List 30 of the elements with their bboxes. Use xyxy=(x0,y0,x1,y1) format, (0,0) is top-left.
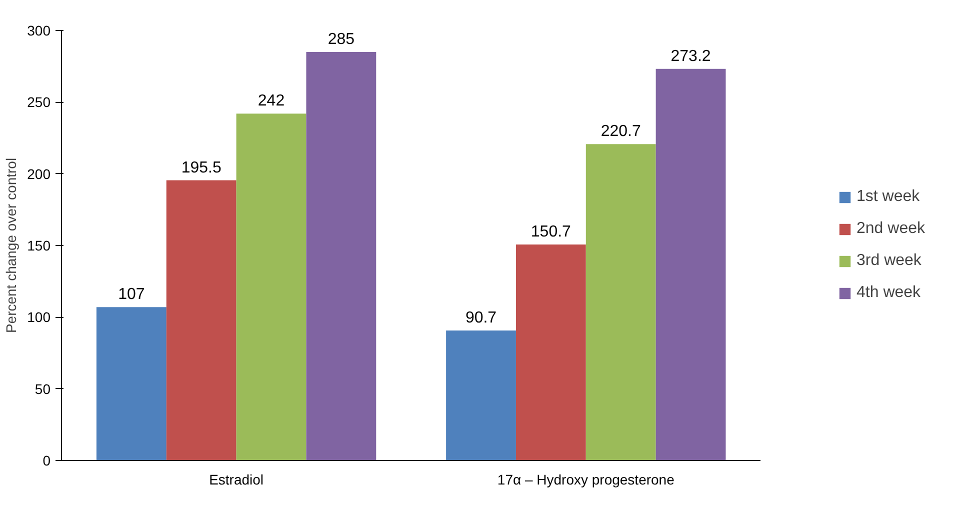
x-tick-label: 17α – Hydroxy progesterone xyxy=(497,472,675,488)
bar xyxy=(446,330,516,460)
data-label: 242 xyxy=(258,92,285,110)
legend-label: 4th week xyxy=(856,284,921,302)
y-axis-title: Percent change over control xyxy=(3,158,20,334)
data-label: 90.7 xyxy=(465,309,497,326)
y-tick-label: 250 xyxy=(27,94,51,110)
data-label: 150.7 xyxy=(530,223,572,240)
data-label: 273.2 xyxy=(670,48,711,65)
bar xyxy=(656,68,726,460)
legend-label: 3rd week xyxy=(856,252,922,270)
bar xyxy=(586,144,656,460)
x-tick-label: Estradiol xyxy=(209,472,264,488)
bar xyxy=(96,307,166,460)
bar xyxy=(516,244,586,460)
legend-label: 2nd week xyxy=(856,220,925,238)
data-label: 220.7 xyxy=(600,123,641,140)
data-label: 107 xyxy=(118,286,145,304)
y-tick-label: 150 xyxy=(27,238,51,254)
bar xyxy=(236,114,306,460)
data-label: 195.5 xyxy=(181,159,222,176)
y-tick-label: 200 xyxy=(27,166,51,182)
y-tick-label: 0 xyxy=(42,452,51,468)
y-tick-label: 100 xyxy=(27,309,51,326)
y-tick-label: 50 xyxy=(34,380,51,397)
y-tick-label: 300 xyxy=(27,22,51,38)
data-label: 285 xyxy=(328,31,355,48)
bar xyxy=(166,180,236,460)
legend-label: 1st week xyxy=(856,188,920,206)
bar xyxy=(306,52,376,460)
